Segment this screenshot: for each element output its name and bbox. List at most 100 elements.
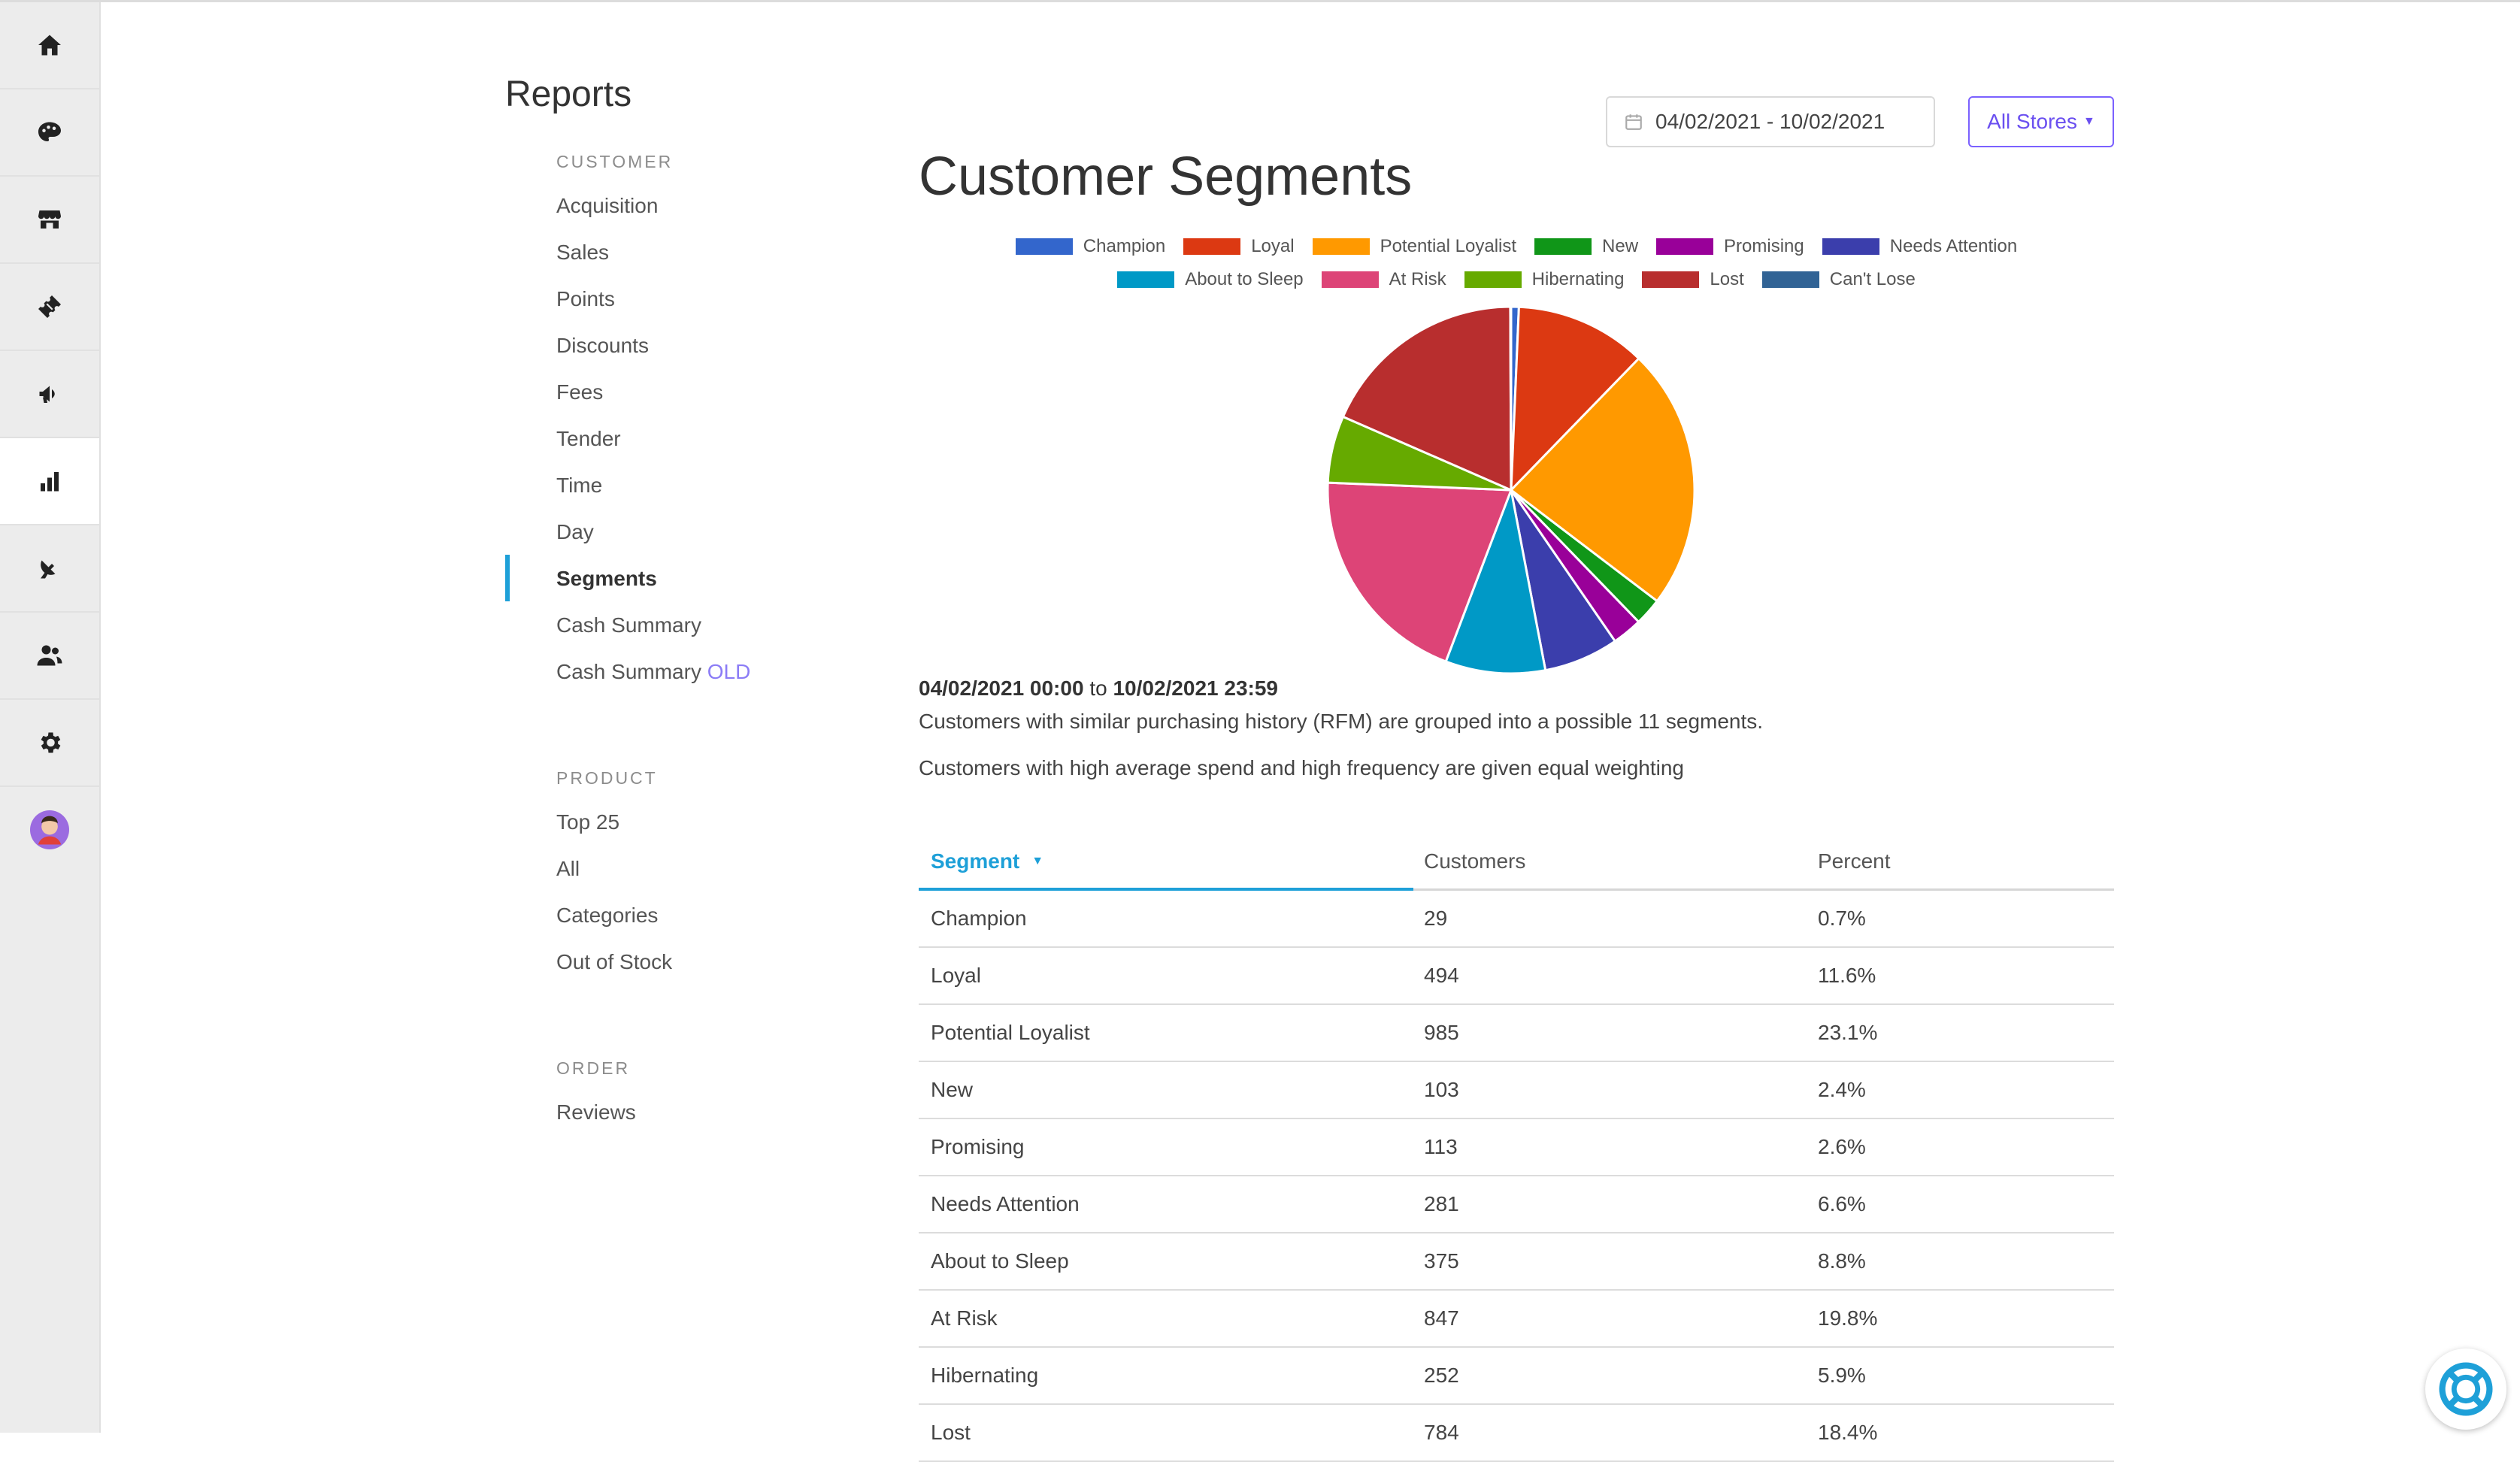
old-tag: OLD — [707, 660, 751, 683]
legend-item[interactable]: At Risk — [1321, 269, 1446, 290]
segments-pie-chart — [1326, 305, 1696, 675]
column-header-label: Segment — [931, 849, 1020, 873]
legend-item[interactable]: Needs Attention — [1822, 236, 2017, 257]
table-row: Lost 784 18.4% — [919, 1405, 2114, 1462]
description-line-2: Customers with high average spend and hi… — [919, 756, 1684, 779]
report-period: 04/02/2021 00:00 to 10/02/2021 23:59 — [919, 677, 1278, 701]
top-border — [0, 0, 2520, 2]
table-row: About to Sleep 375 8.8% — [919, 1233, 2114, 1291]
ticket-icon[interactable] — [0, 264, 99, 351]
nav-item-acquisition[interactable]: Acquisition — [556, 194, 659, 217]
table-row: Promising 113 2.6% — [919, 1119, 2114, 1176]
legend-label: Hibernating — [1531, 269, 1625, 289]
nav-item-reviews[interactable]: Reviews — [556, 1100, 636, 1124]
store-selector-label: All Stores — [1987, 110, 2077, 133]
users-icon[interactable] — [0, 613, 99, 700]
nav-item-sales[interactable]: Sales — [556, 241, 610, 264]
nav-item-out-of-stock[interactable]: Out of Stock — [556, 950, 673, 973]
legend-item[interactable]: Hibernating — [1464, 269, 1625, 290]
nav-item-points[interactable]: Points — [556, 287, 615, 310]
table-body: Champion 29 0.7% Loyal 494 11.6% Potential Loy… — [919, 891, 2114, 1462]
cell-customers: 103 — [1424, 1078, 1459, 1101]
legend-item[interactable]: Lost — [1642, 269, 1744, 290]
page-title: Customer Segments — [919, 147, 1413, 207]
legend-item[interactable]: New — [1534, 236, 1638, 257]
pie-slice-about-to-sleep[interactable] — [1444, 486, 1547, 675]
cell-segment: About to Sleep — [931, 1249, 1069, 1273]
legend-label: Potential Loyalist — [1380, 236, 1517, 256]
column-header-percent[interactable]: Percent — [1818, 849, 1891, 873]
cell-segment: Champion — [931, 907, 1027, 930]
nav-item-fees[interactable]: Fees — [556, 380, 604, 404]
pie-slice-loyal[interactable] — [1510, 305, 1641, 493]
table-row: At Risk 847 19.8% — [919, 1291, 2114, 1348]
legend-swatch — [1642, 271, 1700, 288]
legend-swatch — [1464, 271, 1522, 288]
bar-chart-icon[interactable] — [0, 438, 99, 525]
nav-item-cash-summary-old[interactable]: Cash Summary OLD — [556, 660, 750, 684]
legend-item[interactable]: Promising — [1656, 236, 1804, 257]
home-icon[interactable] — [0, 2, 99, 89]
store-selector-button[interactable]: All Stores ▼ — [1968, 96, 2114, 147]
nav-item-tender[interactable]: Tender — [556, 427, 621, 450]
column-header-segment[interactable]: Segment ▼ — [931, 834, 1043, 888]
legend-swatch — [1015, 238, 1073, 255]
nav-section-customer: CUSTOMER — [556, 152, 674, 171]
nav-item-top-25[interactable]: Top 25 — [556, 810, 620, 834]
avatar-icon[interactable] — [0, 787, 99, 873]
help-button[interactable] — [2425, 1348, 2506, 1430]
store-icon[interactable] — [0, 177, 99, 264]
calendar-icon — [1625, 114, 1642, 130]
satellite-dish-icon[interactable] — [0, 525, 99, 613]
legend-swatch — [1534, 238, 1592, 255]
nav-item-all[interactable]: All — [556, 857, 580, 880]
nav-item-day[interactable]: Day — [556, 520, 594, 543]
date-range-picker[interactable]: 04/02/2021 - 10/02/2021 — [1606, 96, 1935, 147]
table-row: Needs Attention 281 6.6% — [919, 1176, 2114, 1233]
table-row: Champion 29 0.7% — [919, 891, 2114, 948]
icon-rail — [0, 2, 101, 1433]
table-row: New 103 2.4% — [919, 1062, 2114, 1119]
legend-label: New — [1602, 236, 1639, 256]
active-nav-indicator — [505, 555, 510, 601]
column-header-customers[interactable]: Customers — [1424, 849, 1526, 873]
cell-customers: 113 — [1424, 1135, 1458, 1158]
legend-swatch — [1183, 238, 1241, 255]
nav-section-order: ORDER — [556, 1058, 631, 1078]
pie-slice-potential-loyalist[interactable] — [1509, 356, 1696, 603]
cell-segment: Promising — [931, 1135, 1025, 1158]
nav-item-discounts[interactable]: Discounts — [556, 334, 649, 357]
cell-customers: 281 — [1424, 1192, 1459, 1215]
cell-customers: 847 — [1424, 1306, 1459, 1330]
legend-label: At Risk — [1389, 269, 1446, 289]
period-end: 10/02/2021 23:59 — [1113, 677, 1278, 700]
legend-swatch — [1117, 271, 1175, 288]
legend-item[interactable]: About to Sleep — [1117, 269, 1304, 290]
cell-customers: 494 — [1424, 964, 1459, 987]
pie-slice-at-risk[interactable] — [1326, 481, 1513, 663]
legend-swatch — [1761, 271, 1819, 288]
cell-segment: Hibernating — [931, 1364, 1039, 1387]
pie-slice-lost[interactable] — [1341, 305, 1513, 492]
pie-slice-can-t-lose[interactable] — [1509, 305, 1513, 491]
legend-label: Lost — [1710, 269, 1744, 289]
description-line-1: Customers with similar purchasing histor… — [919, 710, 1764, 733]
nav-item-time[interactable]: Time — [556, 474, 603, 497]
table-row: Loyal 494 11.6% — [919, 948, 2114, 1005]
table-header: Segment ▼ Customers Percent — [919, 834, 2114, 891]
nav-item-cash-summary[interactable]: Cash Summary — [556, 613, 701, 637]
cell-customers: 985 — [1424, 1021, 1459, 1044]
megaphone-icon[interactable] — [0, 351, 99, 438]
legend-item[interactable]: Champion — [1015, 236, 1166, 257]
legend-item[interactable]: Can't Lose — [1761, 269, 1916, 290]
legend-label: Champion — [1083, 236, 1166, 256]
legend-item[interactable]: Loyal — [1183, 236, 1295, 257]
cell-percent: 2.6% — [1818, 1135, 1866, 1158]
palette-icon[interactable] — [0, 89, 99, 177]
date-range-value: 04/02/2021 - 10/02/2021 — [1655, 110, 1885, 133]
legend-item[interactable]: Potential Loyalist — [1312, 236, 1517, 257]
nav-item-segments[interactable]: Segments — [556, 567, 657, 590]
gear-icon[interactable] — [0, 700, 99, 787]
cell-percent: 2.4% — [1818, 1078, 1866, 1101]
nav-item-categories[interactable]: Categories — [556, 904, 659, 927]
